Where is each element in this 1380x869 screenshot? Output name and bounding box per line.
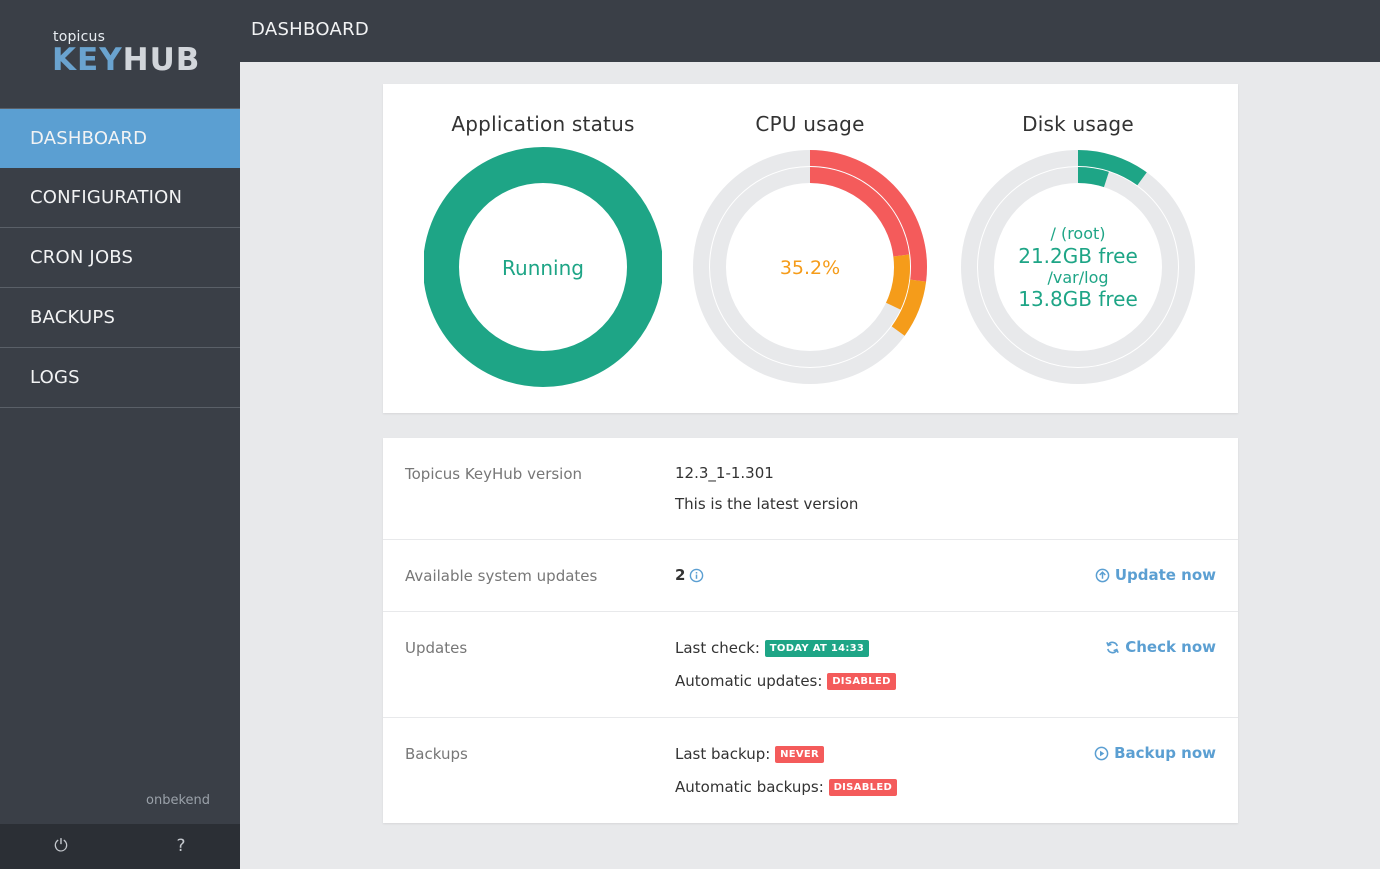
power-icon[interactable]: ⏻: [54, 836, 68, 856]
update-now-button[interactable]: Update now: [1095, 566, 1216, 584]
automatic-updates-badge: DISABLED: [827, 673, 896, 690]
help-icon[interactable]: ?: [176, 836, 186, 856]
backup-now-button[interactable]: Backup now: [1094, 744, 1216, 762]
disk-usage-gauge: Disk usage / (root) 21.2GB free /var/log…: [943, 84, 1213, 413]
disk-usage-rings: [961, 150, 1195, 384]
gauge-title: CPU usage: [755, 112, 865, 136]
logo-hub-text: HUB: [122, 42, 201, 78]
cpu-usage-value: 35.2%: [779, 257, 841, 279]
system-updates-row: Available system updates 2 Update now: [383, 540, 1238, 612]
sidebar-item-cron-jobs[interactable]: CRON JOBS: [0, 228, 240, 288]
app-status-ring: [424, 147, 662, 387]
cpu-outer-ring-segment-0: [809, 150, 927, 282]
check-now-button[interactable]: Check now: [1105, 638, 1216, 656]
cpu-usage-gauge: CPU usage 35.2%: [675, 84, 945, 413]
check-now-label: Check now: [1125, 638, 1216, 656]
version-row: Topicus KeyHub version 12.3_1-1.301 This…: [383, 438, 1238, 540]
version-value: 12.3_1-1.301: [675, 464, 774, 482]
arrow-up-circle-icon: [1095, 568, 1110, 582]
updates-label: Updates: [405, 639, 468, 657]
disk-outer-ring-segment-0: [1077, 150, 1147, 186]
automatic-updates: Automatic updates: DISABLED: [675, 672, 896, 690]
disk-log-free: 13.8GB free: [1018, 287, 1138, 311]
version-label: Topicus KeyHub version: [405, 465, 583, 483]
page-title: DASHBOARD: [251, 19, 370, 40]
cpu-inner-ring-segment-1: [885, 254, 910, 310]
last-backup-badge: NEVER: [775, 746, 825, 763]
backups-row: Backups Last backup: NEVER Automatic bac…: [383, 718, 1238, 823]
update-now-label: Update now: [1114, 566, 1216, 584]
last-check-badge: TODAY AT 14:33: [764, 640, 870, 657]
disk-root-free: 21.2GB free: [1018, 244, 1138, 268]
status-gauges-card: Application status Running CPU usage 35.…: [383, 84, 1238, 413]
logo-key-text: KEY: [52, 42, 123, 78]
sidebar-footer: ⏻ ?: [0, 824, 240, 869]
last-backup: Last backup: NEVER: [675, 745, 825, 763]
sidebar-item-logs[interactable]: LOGS: [0, 348, 240, 408]
sidebar-item-configuration[interactable]: CONFIGURATION: [0, 168, 240, 228]
updates-count-text: 2: [675, 566, 686, 584]
updates-row: Updates Last check: TODAY AT 14:33 Autom…: [383, 612, 1238, 718]
refresh-icon: [1106, 641, 1120, 653]
last-backup-label: Last backup:: [675, 745, 771, 763]
cpu-inner-ring-segment-0: [809, 167, 910, 257]
system-info-card: Topicus KeyHub version 12.3_1-1.301 This…: [383, 438, 1238, 823]
automatic-backups-badge: DISABLED: [828, 779, 898, 796]
sidebar-item-backups[interactable]: BACKUPS: [0, 288, 240, 348]
last-check-label: Last check:: [675, 639, 760, 657]
cpu-usage-rings: [693, 150, 927, 384]
system-updates-count[interactable]: 2: [675, 566, 704, 584]
info-icon[interactable]: [689, 568, 704, 583]
cpu-outer-ring-segment-1: [891, 279, 927, 336]
automatic-backups-label: Automatic backups:: [675, 778, 824, 796]
sidebar-item-dashboard[interactable]: DASHBOARD: [0, 108, 240, 168]
app-status-value: Running: [502, 256, 584, 280]
automatic-updates-label: Automatic updates:: [675, 672, 823, 690]
top-bar: DASHBOARD: [240, 0, 1380, 62]
app-logo[interactable]: topicus KEYHUB: [0, 0, 240, 108]
app-status-arc: [424, 147, 662, 387]
logo-small-text: topicus: [53, 29, 106, 45]
sidebar: topicus KEYHUB DASHBOARD CONFIGURATION C…: [0, 0, 240, 869]
version-note: This is the latest version: [675, 495, 859, 513]
logo-text: KEYHUB: [52, 42, 200, 78]
system-updates-label: Available system updates: [405, 567, 598, 585]
current-user: onbekend: [146, 793, 210, 808]
backups-label: Backups: [405, 745, 468, 763]
automatic-backups: Automatic backups: DISABLED: [675, 778, 898, 796]
sidebar-nav: DASHBOARD CONFIGURATION CRON JOBS BACKUP…: [0, 108, 240, 408]
disk-inner-ring-segment-0: [1077, 167, 1109, 188]
gauge-title: Disk usage: [1022, 112, 1134, 136]
play-circle-icon: [1094, 746, 1109, 760]
last-check: Last check: TODAY AT 14:33: [675, 639, 870, 657]
backup-now-label: Backup now: [1114, 744, 1216, 762]
gauge-title: Application status: [451, 112, 635, 136]
disk-root-label: / (root): [1050, 224, 1106, 243]
application-status-gauge: Application status Running: [408, 84, 678, 413]
disk-log-label: /var/log: [1047, 268, 1109, 287]
